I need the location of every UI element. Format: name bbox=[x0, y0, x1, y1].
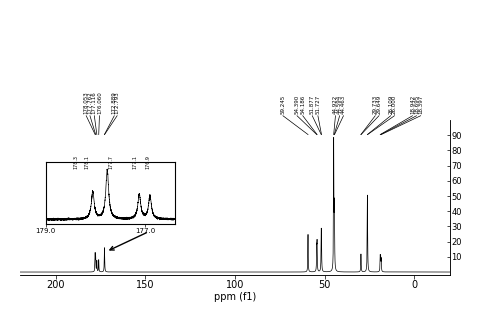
Text: 51.727: 51.727 bbox=[316, 95, 320, 114]
Text: 18.397: 18.397 bbox=[418, 95, 423, 114]
Text: 177.116: 177.116 bbox=[92, 92, 97, 114]
Text: 18.942: 18.942 bbox=[410, 95, 415, 114]
Text: 59.245: 59.245 bbox=[280, 95, 285, 114]
Text: 26.109: 26.109 bbox=[388, 95, 393, 114]
Text: 177.762: 177.762 bbox=[88, 92, 92, 114]
Text: 26.000: 26.000 bbox=[392, 95, 397, 114]
Text: 29.649: 29.649 bbox=[376, 95, 382, 114]
Text: 44.594: 44.594 bbox=[337, 95, 342, 114]
X-axis label: ppm (f1): ppm (f1) bbox=[214, 292, 256, 302]
Text: 51.877: 51.877 bbox=[310, 95, 315, 114]
Text: 44.922: 44.922 bbox=[333, 95, 338, 114]
Text: 172.889: 172.889 bbox=[112, 92, 117, 114]
Text: 29.733: 29.733 bbox=[372, 95, 378, 114]
Text: 18.695: 18.695 bbox=[414, 95, 419, 114]
Text: 54.390: 54.390 bbox=[294, 95, 300, 114]
Text: 176.060: 176.060 bbox=[97, 92, 102, 114]
Text: 54.186: 54.186 bbox=[300, 95, 306, 114]
Text: 178.053: 178.053 bbox=[84, 92, 88, 114]
Text: 44.463: 44.463 bbox=[341, 95, 346, 114]
Text: 172.793: 172.793 bbox=[114, 92, 119, 114]
